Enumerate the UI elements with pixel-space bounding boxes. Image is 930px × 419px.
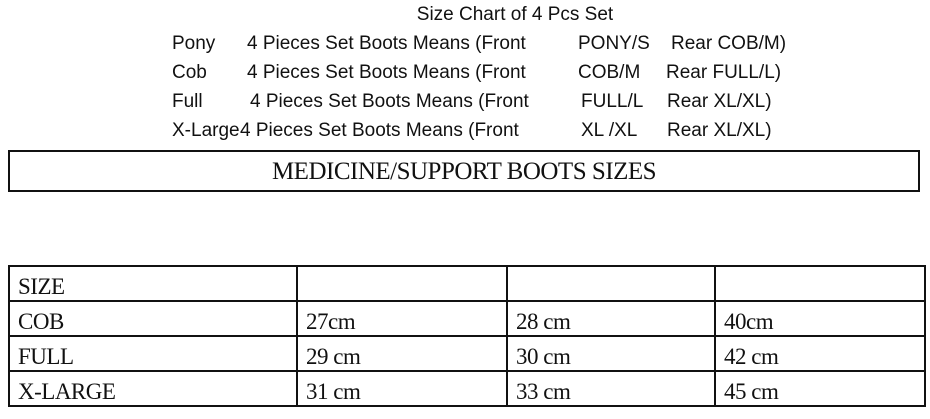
table-cell [714, 265, 926, 302]
set-description: 4 Pieces Set Boots Means (Front [247, 33, 526, 54]
front-size: XL /XL [581, 120, 638, 141]
table-row: X-LARGE 31 cm 33 cm 45 cm [8, 370, 926, 407]
table-cell: FULL [8, 335, 298, 372]
table-cell [296, 265, 508, 302]
table-cell: COB [8, 300, 298, 337]
table-cell: 33 cm [506, 370, 716, 407]
table-cell: SIZE [8, 265, 298, 302]
front-size: FULL/L [581, 91, 644, 112]
rear-size: Rear FULL/L) [666, 62, 782, 83]
table-row: COB 27cm 28 cm 40cm [8, 300, 926, 337]
size-name: X-Large [172, 120, 240, 141]
table-cell: X-LARGE [8, 370, 298, 407]
table-cell [506, 265, 716, 302]
table-cell: 42 cm [714, 335, 926, 372]
table-cell: 45 cm [714, 370, 926, 407]
table-header-row: SIZE [8, 265, 926, 302]
set-description: 4 Pieces Set Boots Means (Front [250, 91, 529, 112]
set-description: 4 Pieces Set Boots Means (Front [240, 120, 519, 141]
rear-size: Rear COB/M) [671, 33, 787, 54]
set-description: 4 Pieces Set Boots Means (Front [247, 62, 526, 83]
size-name: Pony [172, 33, 216, 54]
rear-size: Rear XL/XL) [667, 120, 772, 141]
front-size: PONY/S [578, 33, 650, 54]
table-cell: 27cm [296, 300, 508, 337]
boots-sizes-banner: MEDICINE/SUPPORT BOOTS SIZES [8, 150, 920, 192]
table-cell: 30 cm [506, 335, 716, 372]
size-name: Full [172, 91, 203, 112]
table-cell: 31 cm [296, 370, 508, 407]
table-cell: 40cm [714, 300, 926, 337]
table-cell: 28 cm [506, 300, 716, 337]
rear-size: Rear XL/XL) [667, 91, 772, 112]
front-size: COB/M [578, 62, 641, 83]
boots-size-table: SIZE COB 27cm 28 cm 40cm FULL 29 cm 30 c… [8, 265, 926, 407]
size-name: Cob [172, 62, 207, 83]
size-chart-title: Size Chart of 4 Pcs Set [416, 4, 614, 25]
table-cell: 29 cm [296, 335, 508, 372]
table-row: FULL 29 cm 30 cm 42 cm [8, 335, 926, 372]
